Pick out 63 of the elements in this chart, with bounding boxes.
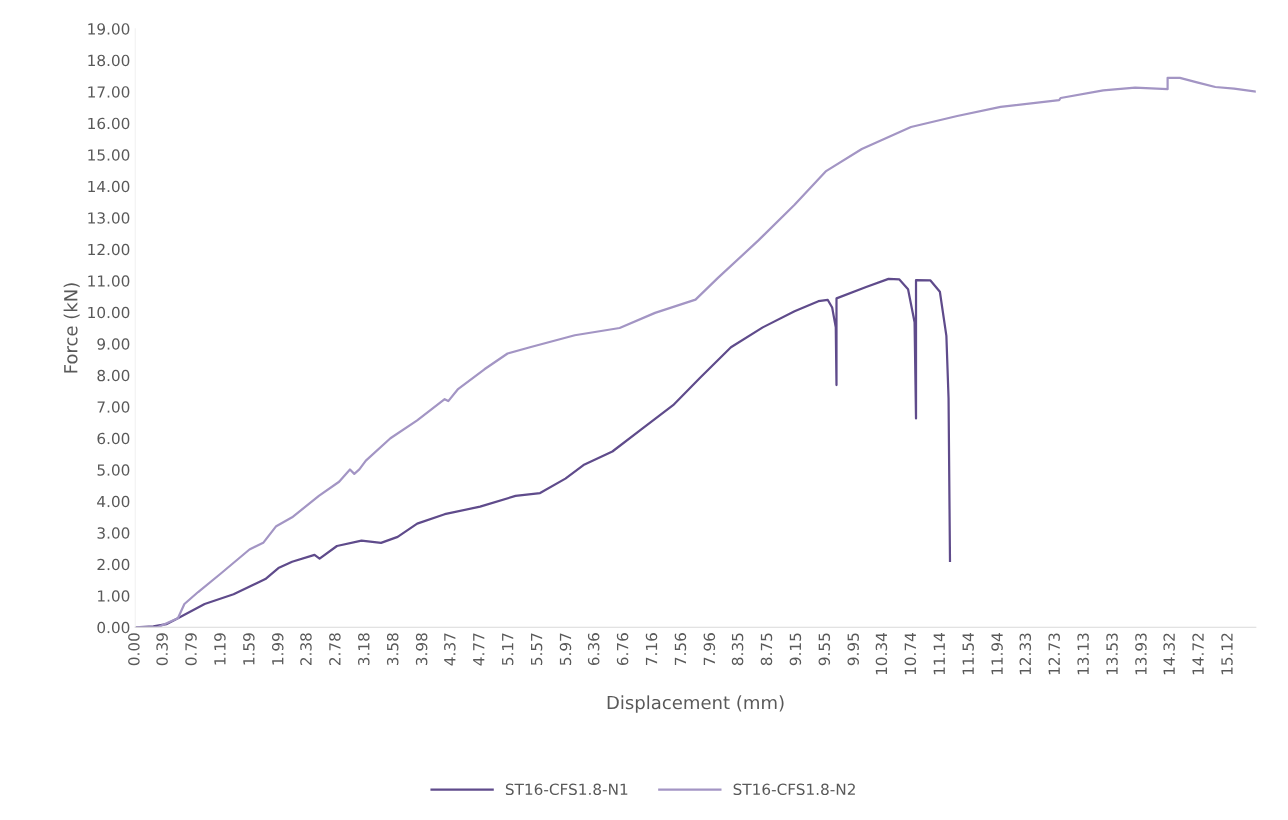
x-tick-label: 3.58 — [386, 633, 399, 666]
y-tick-label: 4.00 — [97, 495, 130, 508]
x-tick-label: 7.56 — [674, 633, 687, 665]
line-series — [135, 76, 1256, 628]
y-tick-label: 10.00 — [88, 306, 130, 319]
x-tick-label: 12.73 — [1048, 633, 1060, 675]
x-tick-label: 6.36 — [587, 633, 600, 666]
x-tick-label: 0.39 — [156, 633, 168, 666]
y-tick-label: 11.00 — [88, 275, 130, 287]
x-axis-title: Displacement (mm) — [607, 695, 784, 713]
y-tick-label: 6.00 — [97, 432, 130, 445]
x-tick-label: 11.94 — [991, 633, 1003, 675]
x-tick-label: 12.33 — [1019, 633, 1032, 675]
x-tick-label: 9.15 — [789, 633, 802, 666]
x-tick-label: 5.57 — [531, 633, 543, 665]
y-tick-label: 12.00 — [88, 243, 130, 256]
x-tick-label: 3.98 — [415, 633, 428, 666]
y-tick-label: 18.00 — [88, 54, 130, 67]
x-tick-label: 2.78 — [329, 633, 341, 666]
x-tick-label: 7.96 — [703, 633, 716, 665]
x-tick-label: 1.59 — [243, 633, 255, 665]
y-tick-label: 14.00 — [88, 180, 130, 193]
x-tick-label: 4.37 — [444, 633, 456, 666]
x-tick-label: 14.32 — [1163, 633, 1175, 675]
x-tick-label: 1.19 — [214, 633, 226, 665]
y-tick-label: 8.00 — [97, 369, 130, 382]
legend-label: ST16-CFS1.8-N2 — [733, 783, 855, 796]
y-tick-label: 15.00 — [88, 149, 130, 161]
x-tick-label: 4.77 — [473, 633, 485, 666]
y-axis-title: Force (kN) — [63, 283, 80, 373]
x-tick-label: 5.97 — [559, 633, 572, 665]
x-tick-label: 11.14 — [933, 633, 945, 675]
y-tick-label: 3.00 — [97, 527, 130, 539]
x-tick-label: 0.79 — [185, 633, 197, 666]
x-tick-label: 14.72 — [1192, 633, 1204, 675]
x-tick-label: 9.55 — [818, 633, 831, 666]
y-tick-label: 0.00 — [97, 621, 130, 634]
y-tick-label: 16.00 — [88, 117, 130, 130]
x-tick-label: 8.35 — [731, 633, 744, 666]
y-tick-label: 17.00 — [88, 86, 130, 98]
x-tick-label: 10.74 — [904, 633, 917, 675]
y-tick-label: 1.00 — [98, 590, 130, 602]
x-tick-label: 9.95 — [847, 633, 859, 666]
legend-label: ST16-CFS1.8-N1 — [505, 783, 628, 796]
x-tick-label: 15.12 — [1221, 633, 1233, 675]
x-tick-label: 13.93 — [1135, 633, 1147, 675]
x-tick-label: 8.75 — [760, 633, 773, 666]
y-tick-label: 19.00 — [88, 23, 130, 35]
x-tick-label: 7.16 — [645, 633, 658, 665]
x-tick-label: 11.54 — [962, 633, 974, 675]
y-tick-label: 5.00 — [97, 464, 130, 476]
x-tick-label: 10.34 — [875, 633, 888, 675]
y-tick-label: 7.00 — [97, 401, 130, 413]
x-tick-label: 13.13 — [1077, 633, 1089, 675]
x-tick-label: 1.99 — [271, 633, 284, 665]
x-tick-label: 3.18 — [358, 633, 370, 666]
y-tick-label: 2.00 — [97, 558, 130, 571]
x-tick-label: 6.76 — [616, 633, 629, 666]
x-tick-label: 13.53 — [1106, 633, 1118, 675]
x-tick-label: 5.17 — [502, 633, 514, 665]
x-tick-label: 2.38 — [300, 633, 312, 666]
y-tick-label: 9.00 — [97, 338, 130, 350]
y-tick-label: 13.00 — [88, 212, 130, 224]
